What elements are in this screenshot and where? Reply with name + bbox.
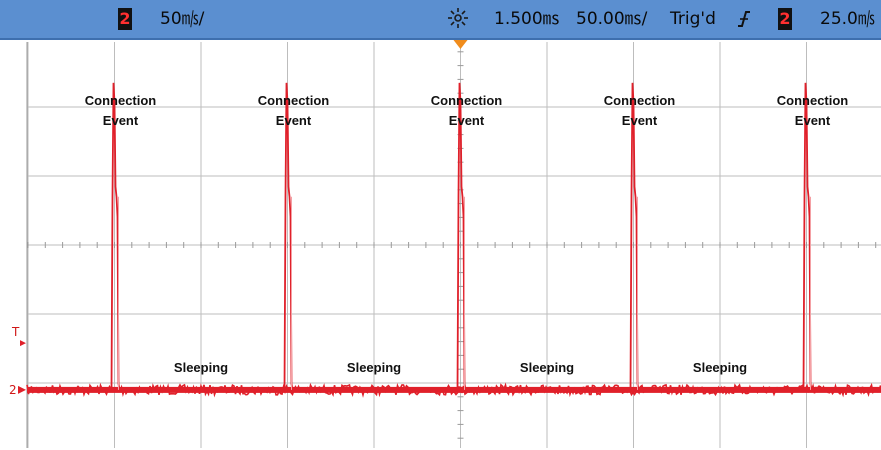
connection-event-label-3: Connection — [431, 93, 503, 108]
sleeping-label-4: Sleeping — [693, 360, 747, 375]
channel-ground-arrow — [18, 385, 26, 394]
connection-event-sub-2: Event — [276, 113, 312, 128]
trigger-status: Trig'd — [670, 9, 716, 29]
trigger-channel[interactable]: 2 — [778, 8, 792, 30]
connection-event-label-5: Connection — [777, 93, 849, 108]
connection-event-label-1: Connection — [85, 93, 157, 108]
connection-event-sub-1: Event — [103, 113, 139, 128]
time-delay[interactable]: 1.500㎳ — [494, 9, 560, 29]
sleeping-label-2: Sleeping — [347, 360, 401, 375]
trigger-level[interactable]: 25.0㎧ — [820, 9, 875, 29]
connection-event-label-4: Connection — [604, 93, 676, 108]
baseline-band — [27, 386, 881, 393]
channel-indicator[interactable]: 2 — [118, 8, 132, 30]
connection-event-sub-5: Event — [795, 113, 831, 128]
channel-ground-marker: 2 — [9, 383, 17, 397]
status-bar: 2 50㎧/ 1.500㎳ 50.00㎳/ Trig'd 2 25.0㎧ — [0, 0, 881, 40]
side-markers: T2 — [9, 325, 26, 397]
volts-per-div[interactable]: 50㎧/ — [160, 9, 205, 29]
time-per-div[interactable]: 50.00㎳/ — [576, 9, 648, 29]
connection-event-sub-4: Event — [622, 113, 658, 128]
trigger-position-marker — [453, 40, 468, 49]
annotations: Connection Event Connection Event Connection… — [85, 93, 849, 375]
sun-burst-icon — [446, 6, 470, 36]
oscilloscope-display: Connection Event Connection Event Connection… — [9, 40, 881, 448]
sleeping-label-3: Sleeping — [520, 360, 574, 375]
sleeping-label-1: Sleeping — [174, 360, 228, 375]
connection-event-sub-3: Event — [449, 113, 485, 128]
trigger-level-marker: T — [11, 325, 20, 339]
connection-event-label-2: Connection — [258, 93, 330, 108]
rising-edge-icon — [737, 9, 751, 35]
trigger-level-arrow — [20, 340, 26, 347]
signal-trace — [26, 82, 881, 398]
